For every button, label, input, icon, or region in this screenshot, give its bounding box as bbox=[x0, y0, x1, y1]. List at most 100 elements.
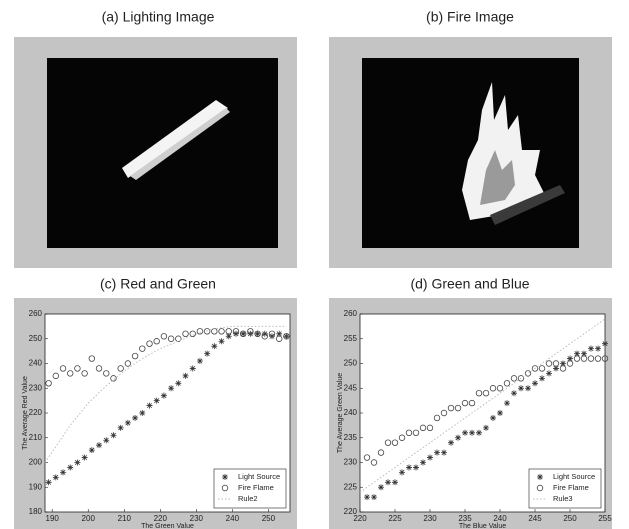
point bbox=[476, 430, 482, 436]
lighting-image bbox=[14, 37, 297, 268]
point bbox=[588, 346, 594, 352]
point bbox=[483, 425, 489, 431]
point bbox=[154, 398, 160, 404]
point bbox=[183, 373, 189, 379]
y-tick-label: 245 bbox=[344, 383, 358, 392]
point bbox=[371, 494, 377, 500]
x-tick-label: 240 bbox=[226, 514, 240, 523]
y-tick-label: 225 bbox=[344, 482, 358, 491]
point bbox=[378, 484, 384, 490]
legend-label: Rule3 bbox=[553, 494, 573, 503]
point bbox=[406, 464, 412, 470]
y-tick-label: 235 bbox=[344, 433, 358, 442]
y-tick-label: 250 bbox=[29, 334, 43, 343]
x-tick-label: 235 bbox=[458, 514, 472, 523]
x-tick-label: 230 bbox=[190, 514, 204, 523]
point bbox=[546, 370, 552, 376]
point bbox=[125, 420, 131, 426]
y-tick-label: 260 bbox=[29, 309, 43, 318]
point bbox=[175, 380, 181, 386]
x-tick-label: 220 bbox=[154, 514, 168, 523]
x-tick-label: 190 bbox=[46, 514, 60, 523]
point bbox=[219, 338, 225, 344]
point bbox=[132, 415, 138, 421]
point bbox=[197, 358, 203, 364]
legend-label: Rule2 bbox=[238, 494, 258, 503]
point bbox=[190, 365, 196, 371]
point bbox=[118, 425, 124, 431]
point bbox=[364, 494, 370, 500]
chart-title: (c) Red and Green bbox=[100, 276, 216, 292]
point bbox=[448, 440, 454, 446]
point bbox=[525, 385, 531, 391]
x-tick-label: 200 bbox=[82, 514, 96, 523]
point bbox=[60, 469, 66, 475]
x-tick-label: 220 bbox=[353, 514, 367, 523]
point bbox=[89, 447, 95, 453]
figure: (a) Lighting Image (b) Fire Image (c) Re… bbox=[0, 0, 629, 529]
point bbox=[74, 460, 80, 466]
point bbox=[504, 400, 510, 406]
y-axis-label: The Average Green Value bbox=[337, 373, 344, 453]
point bbox=[511, 390, 517, 396]
point bbox=[490, 415, 496, 421]
point bbox=[110, 432, 116, 438]
y-tick-label: 190 bbox=[29, 482, 43, 491]
point bbox=[455, 435, 461, 441]
y-tick-label: 230 bbox=[29, 383, 43, 392]
x-tick-label: 250 bbox=[262, 514, 276, 523]
point bbox=[211, 343, 217, 349]
point bbox=[518, 385, 524, 391]
point bbox=[139, 410, 145, 416]
point bbox=[462, 430, 468, 436]
point bbox=[168, 385, 174, 391]
y-tick-label: 180 bbox=[29, 507, 43, 516]
fire-image bbox=[329, 37, 612, 268]
y-tick-label: 240 bbox=[29, 359, 43, 368]
x-axis-label: The Blue Value bbox=[459, 523, 506, 529]
y-tick-label: 200 bbox=[29, 458, 43, 467]
y-tick-label: 210 bbox=[29, 433, 43, 442]
point bbox=[420, 460, 426, 466]
point bbox=[413, 464, 419, 470]
point bbox=[469, 430, 475, 436]
point bbox=[161, 393, 167, 399]
legend-swatch bbox=[222, 474, 228, 480]
point bbox=[497, 410, 503, 416]
x-axis-label: The Green Value bbox=[141, 523, 194, 529]
point bbox=[46, 479, 52, 485]
point bbox=[602, 341, 608, 347]
legend-label: Fire Flame bbox=[553, 483, 589, 492]
point bbox=[595, 346, 601, 352]
x-tick-label: 230 bbox=[423, 514, 437, 523]
chart-title: (d) Green and Blue bbox=[410, 276, 529, 292]
point bbox=[146, 403, 152, 409]
legend-label: Fire Flame bbox=[238, 483, 274, 492]
legend-swatch bbox=[537, 474, 543, 480]
y-tick-label: 220 bbox=[29, 408, 43, 417]
point bbox=[427, 455, 433, 461]
point bbox=[67, 464, 73, 470]
x-tick-label: 245 bbox=[528, 514, 542, 523]
point bbox=[539, 375, 545, 381]
point bbox=[385, 479, 391, 485]
x-tick-label: 250 bbox=[563, 514, 577, 523]
x-tick-label: 210 bbox=[118, 514, 132, 523]
point bbox=[392, 479, 398, 485]
point bbox=[103, 437, 109, 443]
y-axis-label: The Average Red Value bbox=[22, 376, 29, 450]
y-tick-label: 240 bbox=[344, 408, 358, 417]
x-tick-label: 240 bbox=[493, 514, 507, 523]
caption: (a) Lighting Image bbox=[102, 9, 215, 25]
y-tick-label: 255 bbox=[344, 334, 358, 343]
legend-label: Light Source bbox=[238, 472, 280, 481]
caption: (b) Fire Image bbox=[426, 9, 514, 25]
point bbox=[441, 450, 447, 456]
legend-label: Light Source bbox=[553, 472, 595, 481]
point bbox=[434, 450, 440, 456]
x-tick-label: 225 bbox=[388, 514, 402, 523]
point bbox=[204, 351, 210, 357]
point bbox=[53, 474, 59, 480]
point bbox=[399, 469, 405, 475]
point bbox=[532, 380, 538, 386]
